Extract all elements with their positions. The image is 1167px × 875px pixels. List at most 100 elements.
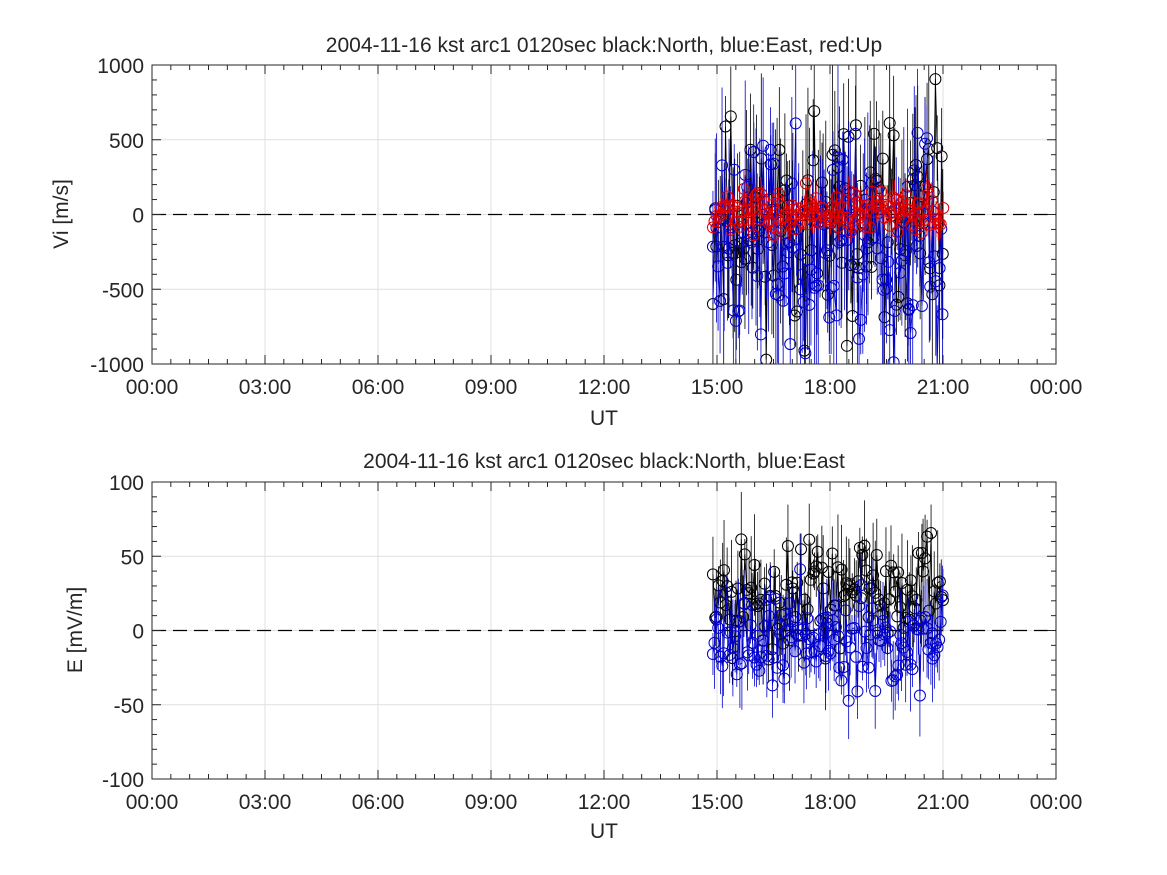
data-point: [841, 211, 854, 224]
data-point: [785, 177, 798, 190]
data-point: [799, 347, 812, 360]
data-point: [853, 332, 866, 345]
y-tick-label: -100: [102, 769, 144, 792]
efield-ticks: [151, 481, 1057, 780]
data-point: [884, 559, 897, 572]
data-point: [768, 565, 781, 578]
data-point: [782, 219, 795, 232]
data-point: [868, 127, 881, 140]
data-point: [892, 224, 905, 237]
data-point: [854, 199, 867, 212]
data-point: [867, 614, 880, 627]
data-point: [913, 689, 926, 702]
data-point: [892, 659, 905, 672]
y-tick-label: 0: [132, 621, 144, 644]
data-point: [926, 288, 939, 301]
data-point: [908, 204, 921, 217]
data-point: [786, 576, 799, 589]
data-point: [848, 258, 861, 271]
efield-plot-area: [706, 491, 949, 740]
data-point: [906, 590, 919, 603]
data-point: [801, 218, 814, 231]
data-point: [796, 623, 809, 636]
data-point: [865, 602, 878, 615]
data-point: [780, 237, 793, 250]
x-tick-label: 00:00: [126, 376, 179, 399]
data-point: [897, 214, 910, 227]
y-tick-label: 50: [121, 546, 144, 569]
data-point: [829, 621, 842, 634]
data-point: [758, 620, 771, 633]
data-point: [801, 612, 814, 625]
data-point: [790, 209, 803, 222]
data-point: [743, 587, 756, 600]
data-point: [877, 283, 890, 296]
data-point: [721, 256, 734, 269]
data-point: [795, 543, 808, 556]
data-point: [750, 658, 763, 671]
data-point: [767, 157, 780, 170]
data-point: [804, 573, 817, 586]
data-point: [710, 613, 723, 626]
data-point: [925, 194, 938, 207]
data-point: [835, 210, 848, 223]
data-point: [905, 218, 918, 231]
velocity-y-axis-label: Vi [m/s]: [50, 179, 73, 249]
data-point: [748, 558, 761, 571]
data-point: [723, 648, 736, 661]
data-point: [901, 646, 914, 659]
data-point: [861, 204, 874, 217]
data-point: [929, 275, 942, 288]
data-point: [791, 576, 804, 589]
data-point: [710, 209, 723, 222]
data-point: [933, 633, 946, 646]
data-point: [823, 213, 836, 226]
data-point: [883, 219, 896, 232]
data-point: [851, 685, 864, 698]
data-point: [808, 105, 821, 118]
x-tick-label: 06:00: [352, 376, 405, 399]
data-point: [714, 650, 727, 663]
x-tick-label: 09:00: [465, 791, 518, 814]
data-point: [873, 200, 886, 213]
data-point: [839, 604, 852, 617]
data-point: [823, 311, 836, 324]
data-point: [737, 182, 750, 195]
data-point: [719, 120, 732, 133]
data-point: [908, 602, 921, 615]
data-point: [887, 566, 900, 579]
data-point: [849, 119, 862, 132]
x-tick-label: 21:00: [917, 791, 970, 814]
data-point: [884, 625, 897, 638]
data-point: [747, 145, 760, 158]
x-tick-label: 00:00: [1030, 376, 1083, 399]
velocity-ticks: [151, 64, 1057, 365]
data-point: [869, 586, 882, 599]
data-point: [858, 539, 871, 552]
data-point: [937, 202, 950, 215]
data-point: [924, 636, 937, 649]
x-tick-label: 03:00: [239, 791, 292, 814]
data-point: [790, 232, 803, 245]
data-point: [796, 268, 809, 281]
data-point: [764, 143, 777, 156]
data-point: [781, 540, 794, 553]
data-point: [805, 201, 818, 214]
data-point: [753, 664, 766, 677]
data-point: [926, 652, 939, 665]
data-point: [935, 590, 948, 603]
data-point: [729, 314, 742, 327]
data-point: [899, 245, 912, 258]
data-point: [810, 655, 823, 668]
data-point: [915, 299, 928, 312]
data-point: [751, 270, 764, 283]
data-point: [784, 338, 797, 351]
data-point: [760, 207, 773, 220]
data-point: [894, 601, 907, 614]
y-tick-label: -1000: [90, 354, 144, 377]
data-point: [724, 223, 737, 236]
data-point: [865, 185, 878, 198]
data-point: [735, 215, 748, 228]
data-point: [736, 236, 749, 249]
